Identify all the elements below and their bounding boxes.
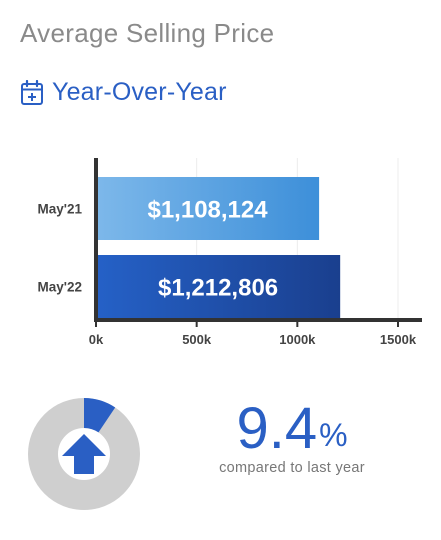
calendar-plus-icon <box>21 79 43 105</box>
x-tick-label: 1000k <box>279 332 316 347</box>
change-value: 9.4 <box>236 396 318 461</box>
bar-2 <box>96 255 341 318</box>
bar-value-label: $1,212,806 <box>158 275 278 302</box>
period-label: Year-Over-Year <box>52 78 227 106</box>
change-percentage: 9.4% <box>196 398 388 460</box>
change-caption: compared to last year <box>219 460 365 476</box>
x-tick-label: 1500k <box>380 332 417 347</box>
period-heading: Year-Over-Year <box>20 78 227 107</box>
donut-change-arc <box>83 398 116 433</box>
x-tick-label: 0k <box>89 332 104 347</box>
category-label: May'22 <box>38 280 83 295</box>
bar-value-label: $1,108,124 <box>147 197 268 224</box>
x-tick-label: 500k <box>182 332 212 347</box>
change-donut <box>28 398 140 510</box>
percent-symbol: % <box>319 417 348 453</box>
change-summary: 9.4% compared to last year <box>196 398 388 477</box>
arrow-up-icon <box>62 434 106 474</box>
page-title: Average Selling Price <box>20 18 275 48</box>
bar-1 <box>96 177 320 240</box>
bar-chart: $1,108,124 May'21 $1,212,806 May'22 0k 500k 1… <box>38 158 422 347</box>
category-label: May'21 <box>38 202 83 217</box>
